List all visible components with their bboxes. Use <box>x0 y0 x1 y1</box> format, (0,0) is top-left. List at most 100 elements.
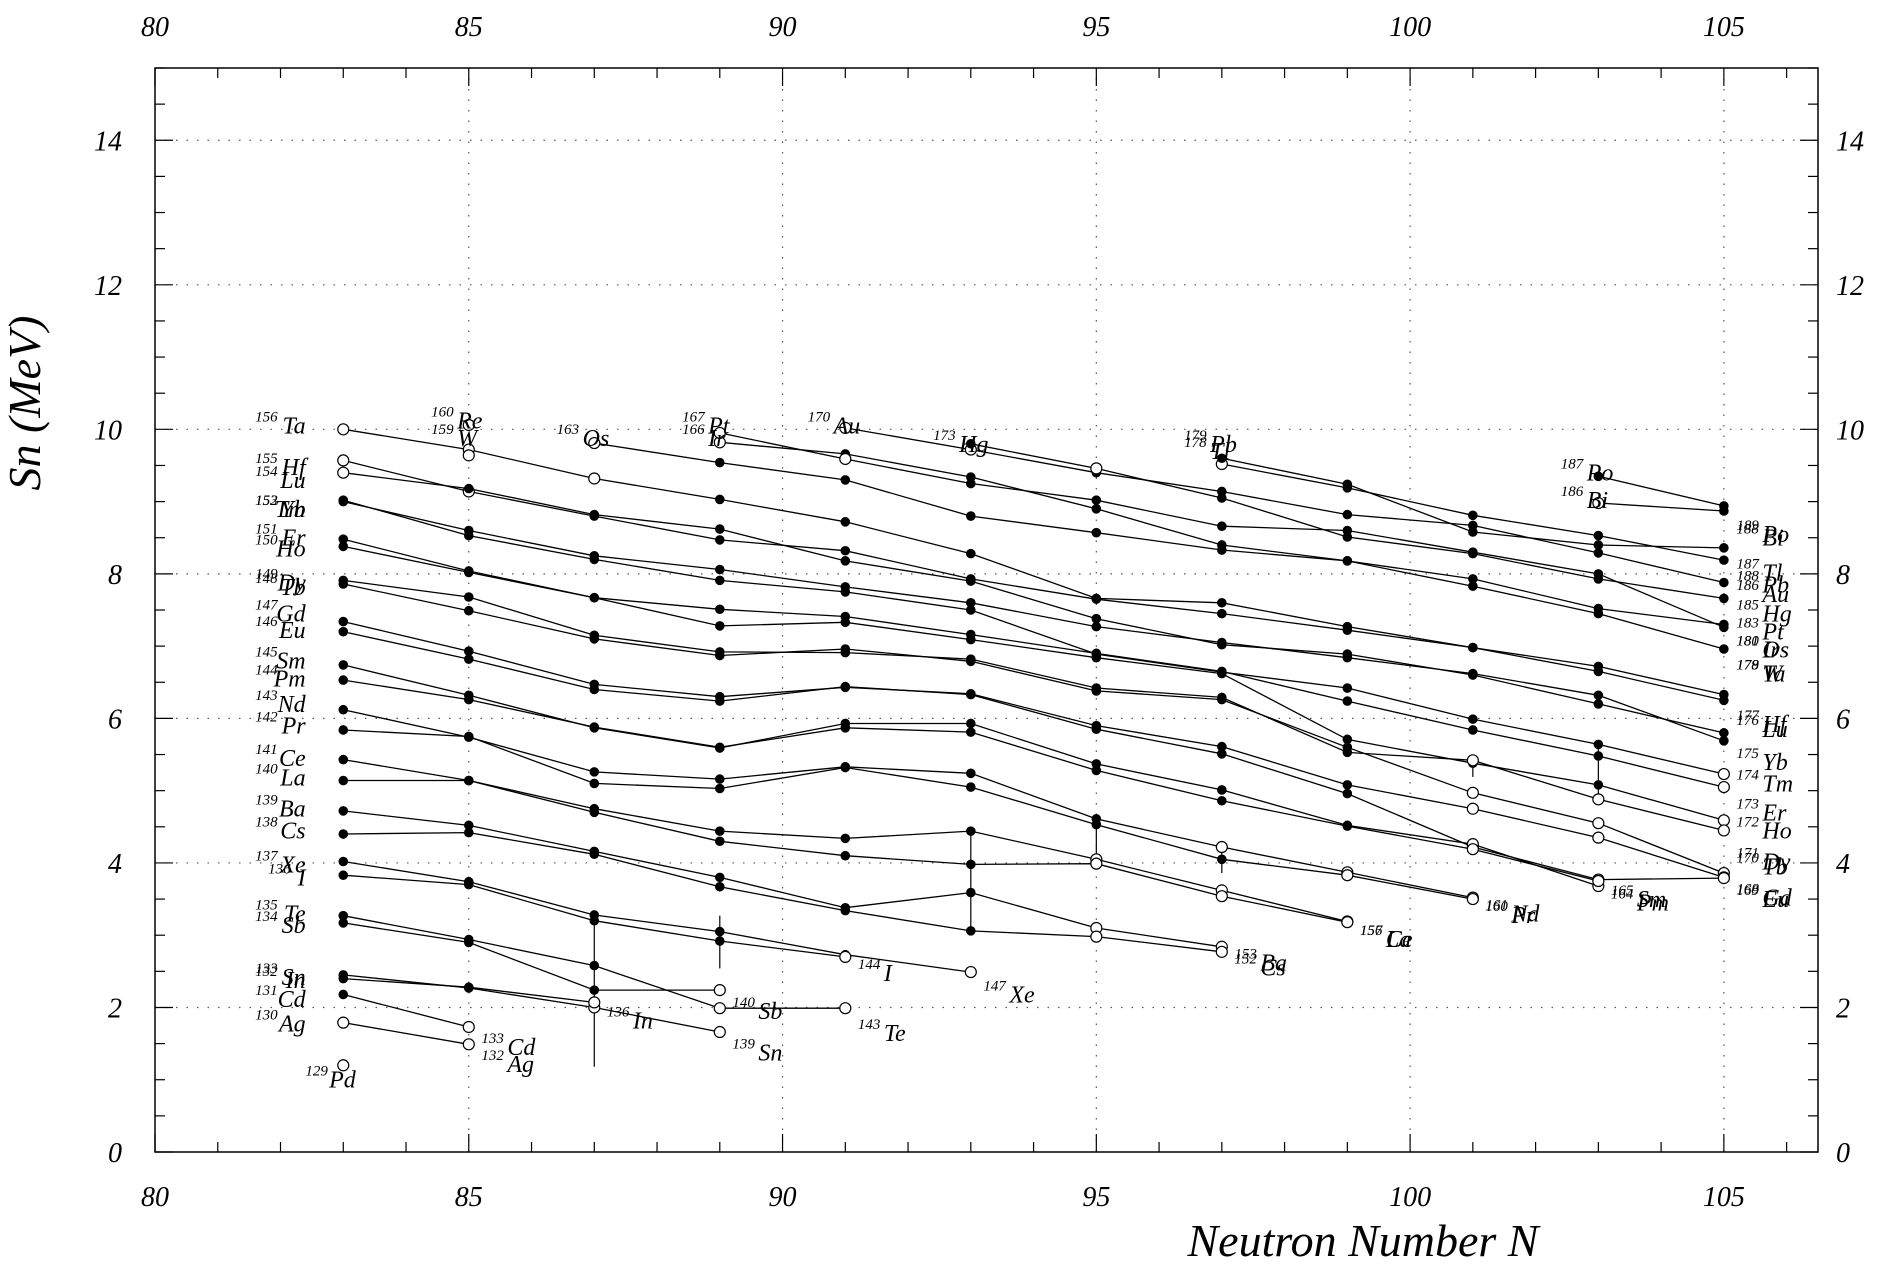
measured-point-pb <box>1217 453 1227 464</box>
measured-point-yb <box>1719 736 1729 746</box>
measured-point-pt <box>966 478 976 489</box>
nuclide-symbol: Hf <box>1761 712 1789 738</box>
measured-point-tm <box>1342 683 1353 693</box>
measured-point-sb <box>463 937 474 948</box>
nuclide-symbol: Xe <box>279 852 306 878</box>
measured-point-ir <box>1091 504 1102 514</box>
nuclide-label: 152 Cs <box>1234 952 1285 982</box>
measured-point-pb <box>1719 543 1729 553</box>
nuclide-label: 188 Bi <box>1736 522 1783 552</box>
nuclide-mass: 132 <box>481 1048 504 1064</box>
nuclide-mass: 153 <box>255 493 278 509</box>
measured-point-pm <box>589 722 600 732</box>
x-tick-label: 90 <box>769 1182 797 1213</box>
nuclide-symbol: Eu <box>1761 887 1789 913</box>
extrapolated-point-in <box>588 996 601 1009</box>
nuclide-symbol: Os <box>1762 638 1789 664</box>
nuclide-mass: 163 <box>557 422 580 438</box>
extrapolated-point-ag <box>337 1016 350 1029</box>
nuclide-mass: 188 <box>1736 569 1759 585</box>
nuclide-symbol: Dy <box>1761 849 1790 875</box>
nuclide-label: 170 Tb <box>1736 851 1787 881</box>
measured-point-po <box>1593 471 1604 482</box>
nuclide-mass: 165 <box>1611 883 1634 899</box>
nuclide-label: 173 Er <box>1736 796 1787 826</box>
measured-point-tb <box>338 579 349 589</box>
measured-point-yb <box>714 564 725 575</box>
measured-point-ce <box>840 833 851 844</box>
extrapolated-point-cs <box>1215 945 1228 958</box>
nuclide-mass: 173 <box>1736 796 1759 812</box>
nuclide-label: 175 Yb <box>1736 746 1787 776</box>
measured-point-ba <box>338 806 349 816</box>
series-points <box>337 418 1730 1072</box>
measured-point-sb <box>589 985 600 995</box>
nuclide-mass: 129 <box>305 1064 328 1080</box>
measured-point-lu <box>1091 613 1102 624</box>
measured-point-ho <box>589 592 600 603</box>
nuclide-mass: 138 <box>255 814 278 830</box>
nuclide-label: 177 Hf <box>1736 708 1789 738</box>
measured-point-ho <box>338 541 349 552</box>
nuclide-mass: 185 <box>1736 598 1759 614</box>
series-line-ta <box>343 428 1725 696</box>
extrapolated-point-dy <box>1592 793 1605 806</box>
nuclide-mass: 145 <box>255 645 278 661</box>
nuclide-mass: 130 <box>255 1007 278 1023</box>
measured-point-pb <box>1342 479 1353 490</box>
extrapolated-point-gd <box>1592 831 1605 844</box>
nuclide-symbol: Ba <box>1260 951 1287 977</box>
nuclide-symbol: Ag <box>505 1052 534 1078</box>
nuclide-mass: 133 <box>481 1031 504 1047</box>
extrapolated-point-i <box>839 950 852 963</box>
measured-point-pr <box>714 783 725 794</box>
measured-point-lu <box>714 524 725 534</box>
nuclide-symbol: Tm <box>1762 771 1793 797</box>
nuclide-label: 160 Pr <box>1485 899 1536 929</box>
nuclide-mass: 179 <box>1184 428 1207 444</box>
nuclide-label: 170 Au <box>808 410 861 440</box>
measured-point-ce <box>714 826 725 836</box>
measured-point-pm <box>1091 765 1102 776</box>
nuclide-symbol: Po <box>1761 522 1789 548</box>
measured-point-xe <box>714 926 725 937</box>
nuclide-mass: 135 <box>255 898 278 914</box>
nuclide-mass: 139 <box>255 793 278 809</box>
measured-point-pr <box>1217 854 1227 865</box>
extrapolated-point-bi <box>1592 496 1605 510</box>
series-line-ba <box>343 810 1222 948</box>
nuclide-mass: 161 <box>1485 898 1508 914</box>
nuclide-mass: 177 <box>1736 708 1760 724</box>
nuclide-label: 167 Pt <box>682 410 731 440</box>
measured-point-la <box>966 859 976 870</box>
nuclide-symbol: Lu <box>279 468 305 494</box>
extrapolated-point-cs <box>1090 930 1103 943</box>
nuclide-symbol: Ce <box>1386 927 1413 953</box>
y-tick-label-right: 0 <box>1836 1138 1850 1169</box>
nuclide-symbol: Yb <box>1762 750 1787 776</box>
extrapolated-point-cd <box>462 1020 475 1034</box>
extrapolated-point-la <box>1341 916 1354 929</box>
x-axis-title: Neutron Number N <box>1187 1215 1541 1266</box>
measured-point-hf <box>1593 666 1604 677</box>
series-line-eu <box>343 631 1724 881</box>
nuclide-symbol: Bi <box>1587 488 1608 514</box>
series-line-tb <box>343 583 1725 874</box>
nuclide-mass: 189 <box>1736 518 1759 534</box>
nuclide-symbol: W <box>457 426 479 452</box>
nuclide-label: In 132 <box>255 964 306 994</box>
nuclide-label: 187 Tl <box>1736 556 1782 586</box>
nuclide-mass: 186 <box>1736 578 1759 594</box>
measured-point-pb <box>1468 527 1478 537</box>
measured-point-tb <box>1091 686 1102 696</box>
series-lines <box>343 427 1725 1045</box>
extrapolated-point-w <box>462 449 475 462</box>
measured-point-lu <box>840 556 851 566</box>
nuclide-label: 164 Pm <box>1611 887 1669 917</box>
